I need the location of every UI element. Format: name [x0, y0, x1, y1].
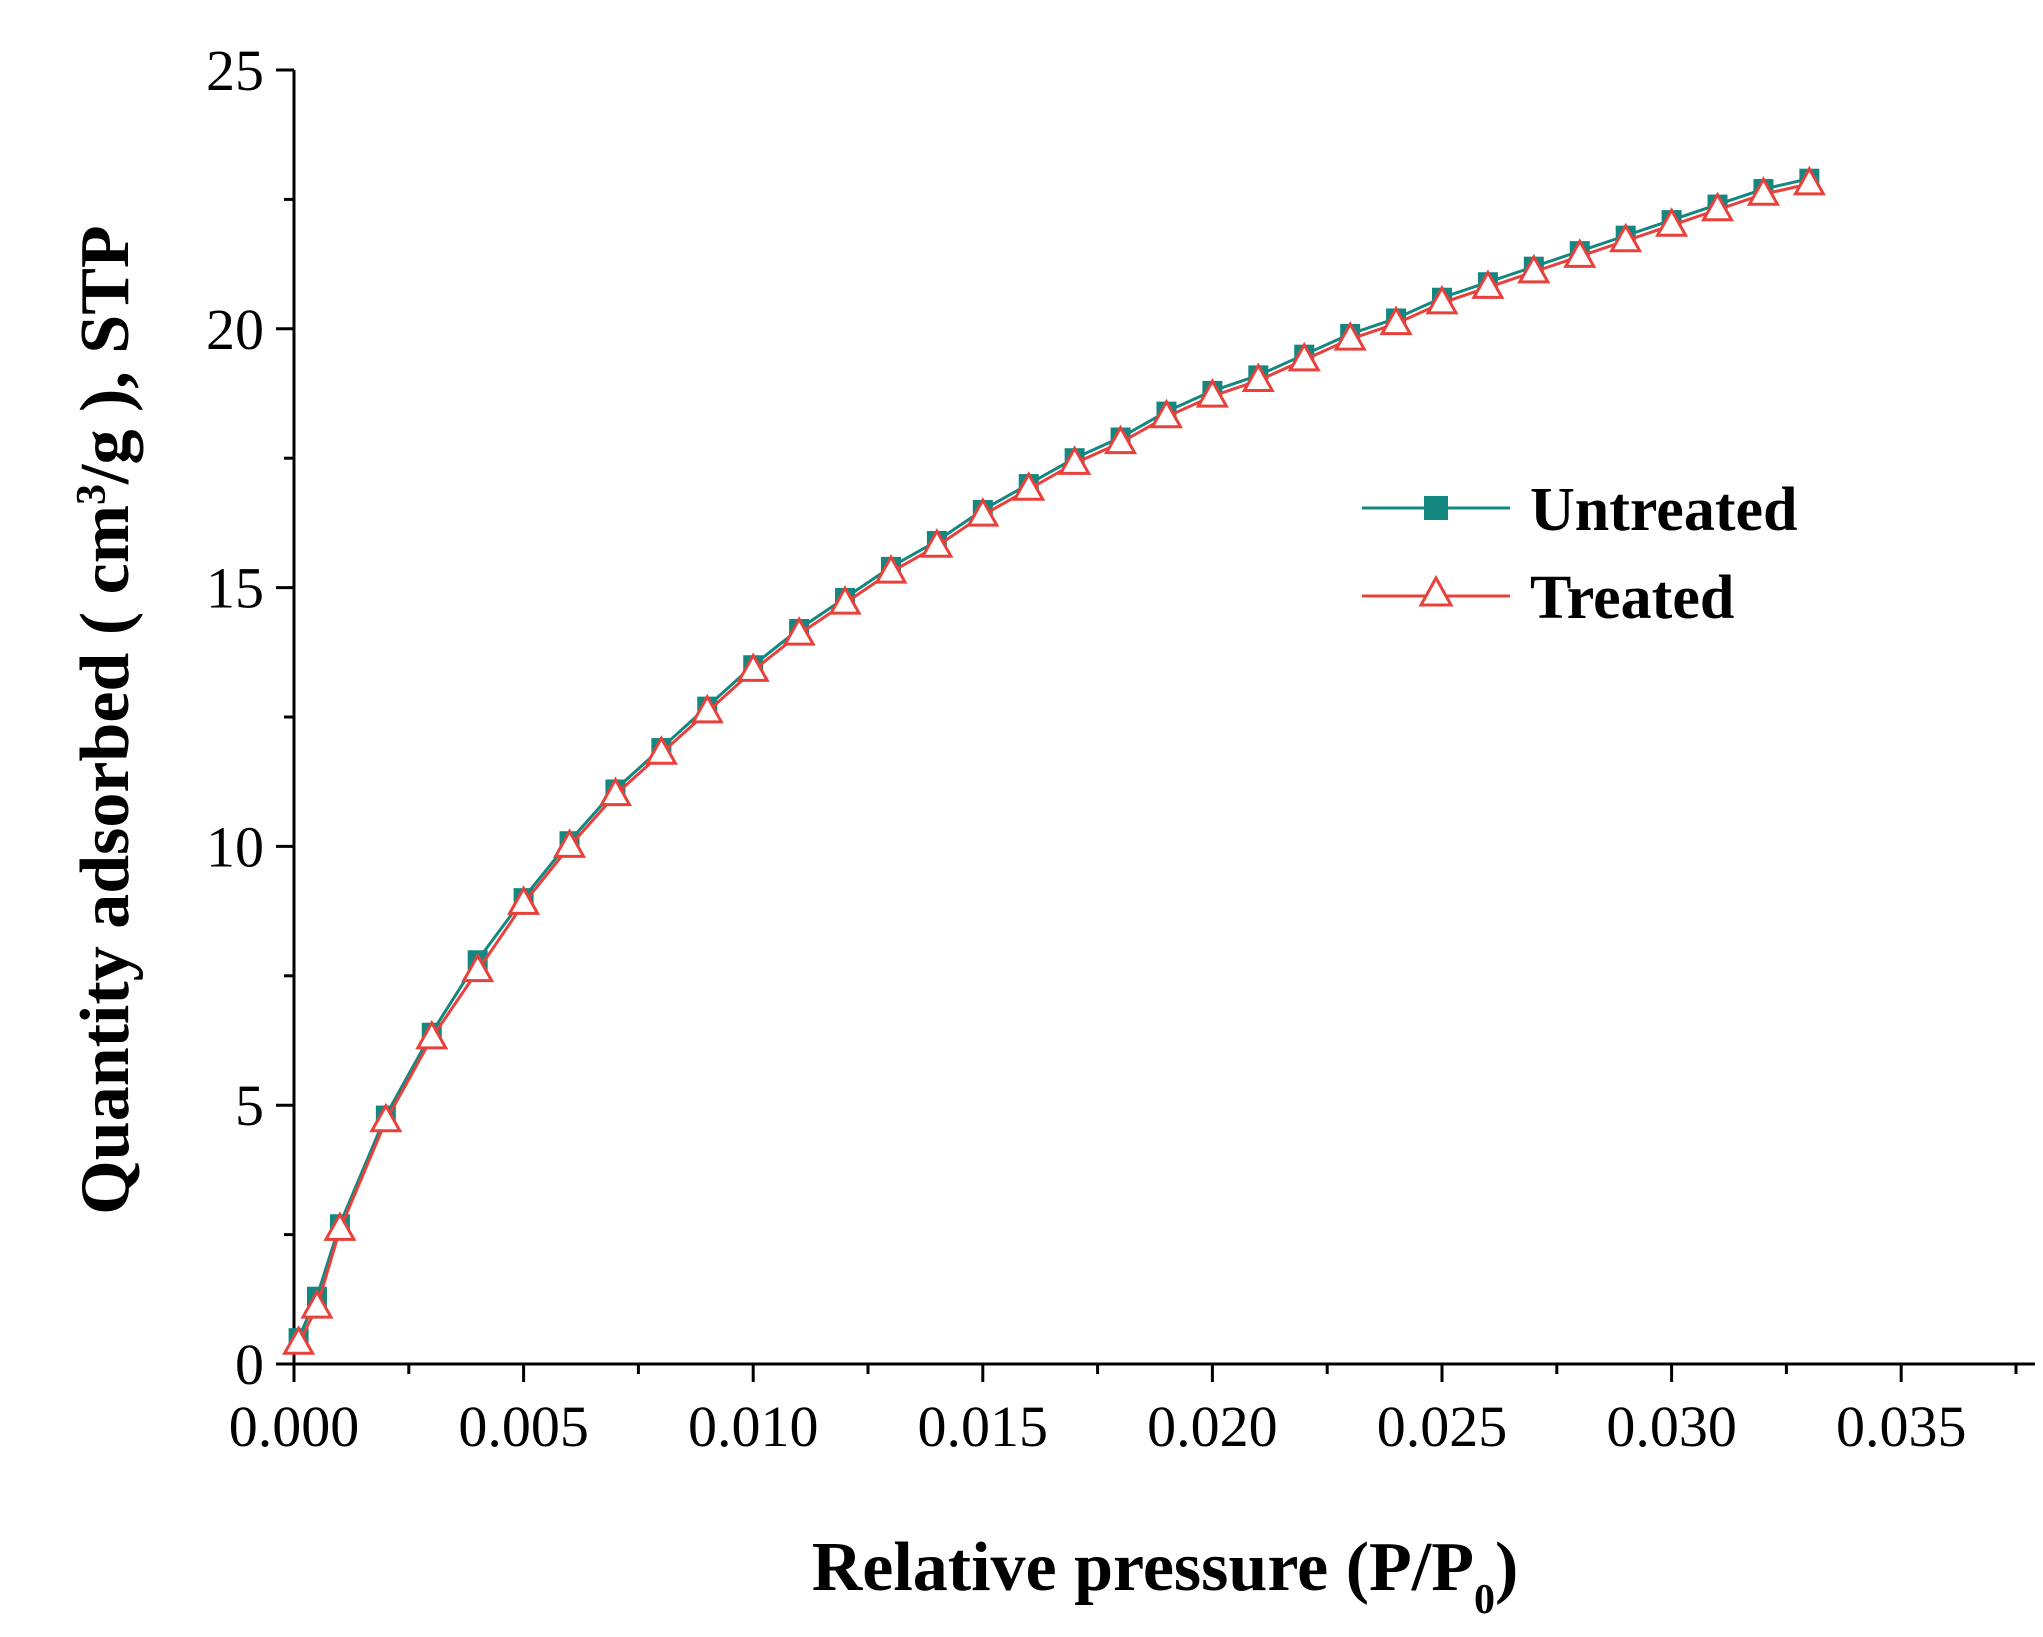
y-tick-label: 10	[206, 814, 264, 879]
data-point-treated	[323, 1211, 357, 1241]
data-point-treated	[1655, 207, 1689, 237]
data-point-treated	[369, 1102, 403, 1133]
legend-marker-untreated	[1424, 496, 1448, 520]
data-point-treated	[874, 554, 908, 584]
x-axis-title: Relative pressure (P/P0)	[812, 1529, 1519, 1623]
data-point-treated	[552, 828, 587, 858]
data-point-treated	[461, 952, 495, 983]
legend: Untreated Treated	[1362, 476, 1797, 632]
data-point-treated	[507, 885, 541, 915]
x-axis-title-main: Relative pressure (P/P	[812, 1529, 1474, 1606]
x-axis-title-tail: )	[1495, 1529, 1518, 1606]
x-tick-label: 0.000	[229, 1394, 360, 1459]
data-point-treated	[920, 528, 954, 558]
y-axis-title-tail: /g ), STP	[67, 225, 144, 485]
data-point-treated	[1563, 238, 1597, 268]
data-point-treated	[1149, 398, 1184, 429]
y-ticks: 0 5 10 15 20 25	[206, 38, 294, 1397]
data-point-treated	[966, 497, 1000, 527]
x-tick-label: 0.025	[1377, 1394, 1508, 1459]
y-axis-title: Quantity adsorbed ( cm3/g ), STP	[67, 225, 144, 1214]
axes	[292, 70, 2035, 1366]
x-ticks: 0.000 0.005 0.010 0.015 0.020 0.025 0.030 0.035	[229, 1364, 2018, 1459]
series-layer	[282, 165, 1826, 1355]
x-tick-label: 0.005	[458, 1394, 589, 1459]
data-point-treated	[1333, 321, 1367, 351]
data-point-treated	[736, 652, 770, 682]
data-point-treated	[1517, 253, 1551, 284]
data-point-treated	[1241, 362, 1275, 393]
x-tick-label: 0.015	[918, 1394, 1049, 1459]
data-point-treated	[1609, 222, 1643, 253]
legend-marker-treated	[1418, 574, 1454, 607]
series-line-treated	[297, 182, 1810, 1344]
y-tick-label: 20	[206, 297, 264, 362]
data-point-treated	[1012, 471, 1046, 501]
data-point-treated	[1425, 284, 1459, 315]
legend-label-treated: Treated	[1530, 564, 1734, 632]
x-axis-title-subscript: 0	[1474, 1577, 1495, 1623]
data-point-treated	[282, 1325, 316, 1355]
legend-item-treated: Treated	[1362, 564, 1734, 632]
x-tick-label: 0.010	[688, 1394, 819, 1459]
y-tick-label: 25	[206, 38, 264, 103]
legend-item-untreated: Untreated	[1362, 476, 1797, 544]
series-treated	[282, 165, 1826, 1355]
data-point-treated	[1746, 176, 1780, 206]
x-tick-label: 0.030	[1606, 1394, 1737, 1459]
data-point-treated	[1058, 445, 1092, 475]
data-point-treated	[644, 735, 678, 765]
data-point-treated	[1104, 424, 1138, 455]
legend-label-untreated: Untreated	[1530, 476, 1797, 544]
data-point-treated	[782, 616, 816, 646]
data-point-treated	[1792, 165, 1826, 196]
data-point-treated	[1287, 341, 1321, 372]
y-axis-title-superscript: 3	[69, 484, 115, 505]
data-point-treated	[415, 1019, 449, 1050]
x-tick-label: 0.035	[1836, 1394, 1967, 1459]
y-tick-label: 0	[235, 1332, 264, 1397]
data-point-treated	[828, 585, 862, 615]
series-untreated	[288, 168, 1820, 1349]
data-point-treated	[690, 693, 724, 724]
data-point-treated	[300, 1288, 334, 1319]
data-point-treated	[1379, 305, 1413, 336]
x-tick-label: 0.020	[1147, 1394, 1278, 1459]
data-point-treated	[1700, 191, 1735, 222]
y-tick-label: 15	[206, 556, 264, 621]
y-tick-label: 5	[235, 1073, 264, 1138]
data-point-treated	[598, 776, 632, 807]
y-axis-title-main: Quantity adsorbed ( cm	[67, 505, 144, 1215]
data-point-treated	[1195, 378, 1229, 408]
data-point-treated	[1471, 269, 1505, 299]
series-line-untreated	[297, 177, 1810, 1339]
